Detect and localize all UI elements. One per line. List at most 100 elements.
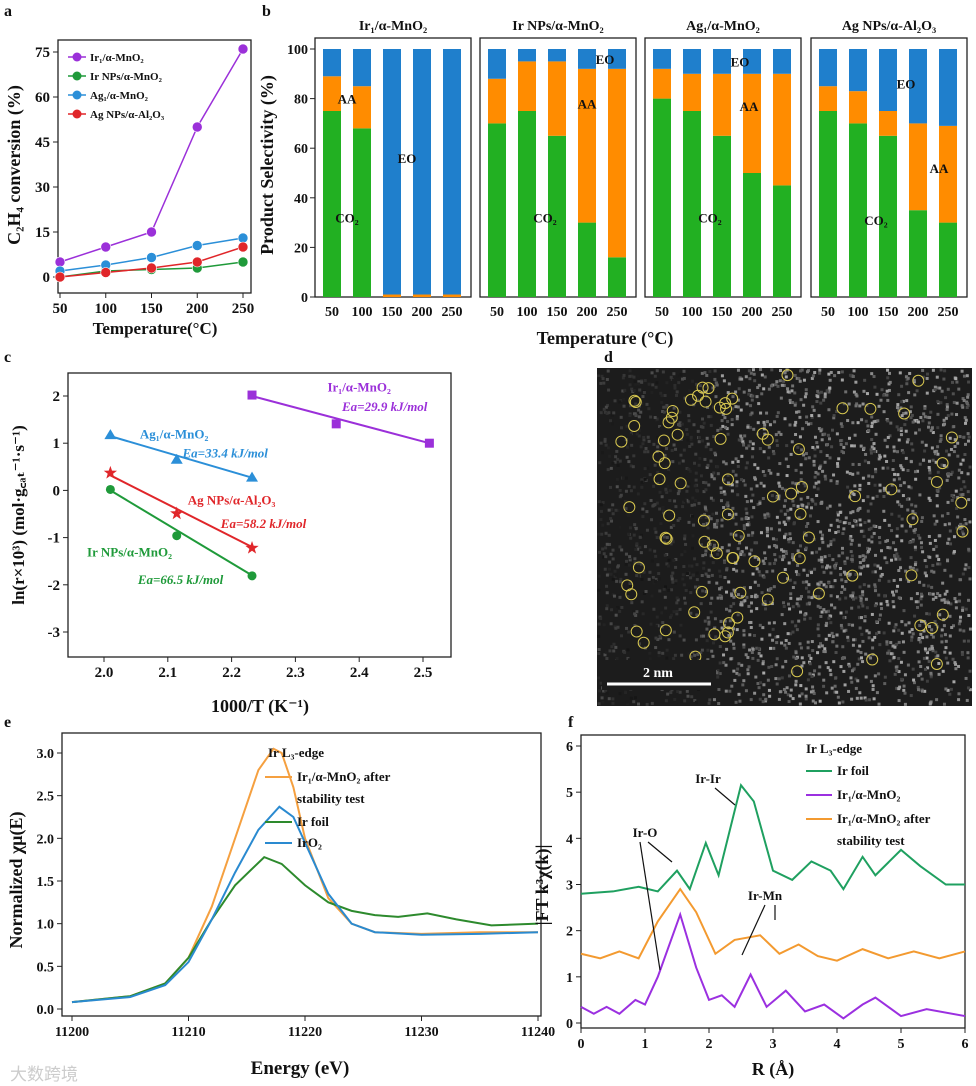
bar-aa xyxy=(879,111,897,136)
noise-dot xyxy=(878,643,882,647)
noise-dot xyxy=(938,439,942,443)
noise-dot xyxy=(831,640,835,644)
noise-dot xyxy=(755,395,759,399)
noise-dot xyxy=(960,404,964,408)
noise-dot xyxy=(611,557,615,561)
noise-dot xyxy=(798,435,802,439)
noise-dot xyxy=(968,465,972,469)
noise-dot xyxy=(740,478,744,482)
noise-dot xyxy=(836,464,840,468)
noise-dot xyxy=(730,423,734,427)
noise-dot xyxy=(724,462,728,466)
noise-dot xyxy=(750,594,754,598)
noise-dot xyxy=(734,533,738,537)
noise-dot xyxy=(741,440,745,444)
noise-dot xyxy=(716,596,720,600)
noise-dot xyxy=(844,572,848,576)
noise-dot xyxy=(861,639,865,643)
noise-dot xyxy=(799,369,803,373)
noise-dot xyxy=(769,600,773,604)
noise-dot xyxy=(762,575,766,579)
noise-dot xyxy=(930,628,934,632)
noise-dot xyxy=(823,392,827,396)
noise-dot xyxy=(832,564,836,568)
noise-dot xyxy=(712,698,716,702)
noise-dot xyxy=(925,612,929,616)
single-atom-circle xyxy=(684,393,697,406)
noise-dot xyxy=(685,571,689,575)
noise-dot xyxy=(669,525,673,529)
noise-dot xyxy=(810,551,814,555)
noise-dot xyxy=(822,684,826,688)
noise-dot xyxy=(759,681,763,685)
noise-dot xyxy=(760,591,764,595)
noise-dot xyxy=(906,663,910,667)
noise-dot xyxy=(822,649,826,653)
noise-dot xyxy=(776,411,780,415)
noise-dot xyxy=(887,523,891,527)
noise-dot xyxy=(703,506,707,510)
noise-dot xyxy=(913,531,917,535)
noise-dot xyxy=(927,465,931,469)
noise-dot xyxy=(800,368,804,372)
noise-dot xyxy=(734,700,738,704)
noise-dot xyxy=(791,384,795,388)
noise-dot xyxy=(912,380,916,384)
noise-dot xyxy=(627,484,631,488)
noise-dot xyxy=(597,634,601,638)
noise-dot xyxy=(608,454,612,458)
noise-dot xyxy=(750,533,754,537)
noise-dot xyxy=(964,421,968,425)
noise-dot xyxy=(699,425,703,429)
noise-dot xyxy=(909,556,913,560)
noise-dot xyxy=(764,699,768,703)
noise-dot xyxy=(609,622,613,626)
single-atom-circle xyxy=(866,653,879,666)
noise-dot xyxy=(954,489,958,493)
data-point xyxy=(146,252,157,263)
noise-dot xyxy=(625,626,629,630)
noise-dot xyxy=(732,646,736,650)
data-point xyxy=(247,571,257,581)
noise-dot xyxy=(628,582,632,586)
noise-dot xyxy=(827,609,831,613)
noise-dot xyxy=(615,477,619,481)
noise-dot xyxy=(733,678,737,682)
noise-dot xyxy=(905,382,909,386)
noise-dot xyxy=(656,637,660,641)
noise-dot xyxy=(731,469,735,473)
y-tick-label: 0.5 xyxy=(37,960,55,975)
noise-dot xyxy=(701,425,705,429)
bar-aa xyxy=(909,123,927,211)
noise-dot xyxy=(612,594,616,598)
noise-dot xyxy=(675,374,679,378)
data-point xyxy=(103,465,118,479)
noise-dot xyxy=(690,564,694,568)
noise-dot xyxy=(871,646,875,650)
noise-dot xyxy=(741,683,745,687)
noise-dot xyxy=(799,471,803,475)
noise-dot xyxy=(931,649,935,653)
single-atom-circle xyxy=(628,419,641,432)
noise-dot xyxy=(734,390,738,394)
noise-dot xyxy=(822,608,826,612)
noise-dot xyxy=(837,554,841,558)
noise-dot xyxy=(729,657,733,661)
noise-dot xyxy=(916,685,920,689)
noise-dot xyxy=(754,675,758,679)
noise-dot xyxy=(770,664,774,668)
noise-dot xyxy=(823,460,827,464)
noise-dot xyxy=(663,585,667,589)
noise-dot xyxy=(809,656,813,660)
noise-dot xyxy=(642,570,646,574)
noise-dot xyxy=(817,480,821,484)
noise-dot xyxy=(672,610,676,614)
noise-dot xyxy=(842,445,846,449)
noise-dot xyxy=(778,484,782,488)
noise-dot xyxy=(947,601,951,605)
noise-dot xyxy=(846,485,850,489)
noise-dot xyxy=(630,374,634,378)
bar-aa xyxy=(773,73,791,186)
noise-dot xyxy=(911,420,915,424)
noise-dot xyxy=(706,463,710,467)
